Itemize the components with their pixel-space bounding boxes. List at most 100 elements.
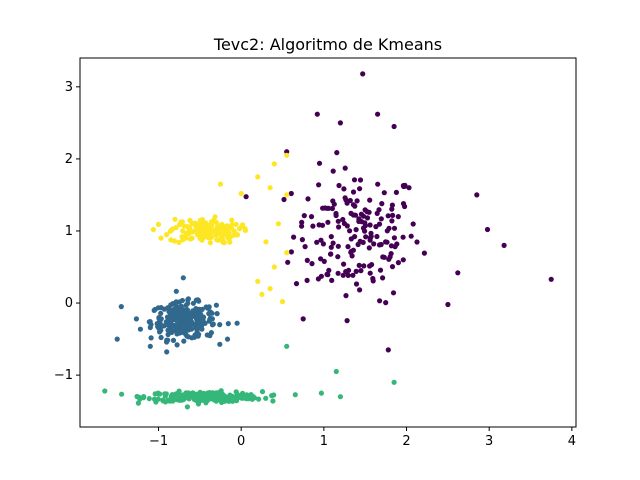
- data-point: [400, 257, 406, 263]
- data-point: [206, 226, 212, 233]
- data-point: [367, 270, 373, 276]
- data-point: [326, 267, 332, 273]
- y-axis: −1 0 1 2 3: [54, 80, 80, 383]
- data-point: [220, 239, 226, 245]
- data-point: [328, 244, 334, 250]
- data-point: [333, 368, 339, 375]
- data-point: [366, 245, 372, 251]
- y-tick-label: −1: [54, 368, 73, 383]
- data-point: [196, 298, 202, 304]
- data-point: [168, 237, 174, 243]
- data-point: [186, 225, 192, 231]
- data-point: [318, 390, 324, 396]
- data-point: [344, 318, 350, 324]
- data-point: [343, 293, 349, 299]
- data-point: [170, 337, 177, 343]
- data-point: [178, 321, 184, 327]
- data-point: [353, 268, 359, 274]
- data-point: [206, 393, 212, 399]
- data-point: [345, 244, 351, 250]
- data-point: [335, 254, 341, 260]
- data-point: [389, 264, 396, 270]
- data-point: [384, 239, 390, 245]
- data-point: [217, 181, 224, 187]
- data-point: [316, 160, 323, 166]
- data-point: [330, 168, 336, 174]
- data-point: [363, 234, 369, 240]
- data-point: [318, 256, 324, 262]
- data-point: [334, 150, 340, 156]
- data-point: [173, 288, 179, 294]
- data-point: [173, 299, 179, 305]
- data-point: [196, 394, 202, 400]
- data-point: [233, 221, 239, 227]
- data-point: [300, 316, 306, 322]
- data-point: [385, 347, 391, 353]
- data-point: [177, 396, 183, 402]
- data-point: [118, 304, 124, 310]
- data-point: [229, 217, 235, 223]
- data-point: [168, 327, 175, 333]
- data-point: [196, 311, 202, 317]
- data-point: [345, 272, 351, 278]
- data-point: [350, 272, 356, 278]
- data-point: [146, 396, 152, 402]
- data-point: [305, 196, 311, 202]
- data-point: [353, 281, 360, 287]
- data-point: [197, 217, 203, 223]
- data-point: [376, 242, 383, 248]
- data-point: [389, 206, 395, 212]
- data-point: [284, 192, 290, 198]
- data-point: [293, 281, 300, 287]
- data-point: [165, 331, 171, 338]
- y-tick-label: 2: [65, 152, 73, 167]
- data-point: [301, 213, 307, 219]
- data-point: [119, 391, 125, 397]
- data-point: [302, 244, 308, 250]
- data-point: [203, 400, 209, 406]
- x-tick-label: 2: [402, 434, 410, 449]
- data-point: [356, 216, 362, 222]
- data-point: [370, 275, 376, 282]
- data-point: [378, 216, 384, 222]
- data-point: [181, 325, 188, 331]
- data-point: [170, 307, 176, 313]
- data-point: [352, 212, 359, 218]
- data-point: [291, 234, 297, 240]
- data-point: [368, 233, 374, 239]
- data-point: [180, 228, 186, 234]
- data-point: [164, 232, 170, 238]
- data-point: [168, 321, 174, 327]
- x-axis: −1 0 1 2 3 4: [149, 427, 576, 449]
- data-point: [206, 311, 212, 317]
- data-point: [391, 123, 397, 130]
- data-point: [342, 165, 348, 171]
- data-point: [209, 316, 215, 322]
- data-point: [114, 336, 120, 342]
- data-point: [501, 242, 507, 248]
- data-point: [158, 235, 164, 241]
- data-point: [214, 311, 220, 317]
- data-point: [310, 223, 316, 229]
- data-point: [155, 391, 161, 397]
- data-point: [389, 218, 395, 224]
- data-point: [217, 231, 223, 237]
- data-point: [379, 201, 385, 207]
- data-point: [358, 268, 364, 274]
- data-point: [223, 227, 229, 233]
- data-point: [375, 111, 381, 117]
- data-point: [224, 336, 231, 342]
- data-point: [267, 185, 273, 191]
- data-point: [391, 225, 398, 231]
- data-point: [292, 392, 298, 398]
- data-point: [357, 186, 363, 192]
- data-point: [140, 395, 147, 401]
- data-point: [137, 326, 143, 332]
- data-point: [321, 258, 327, 264]
- data-point: [195, 321, 201, 327]
- x-tick-label: 0: [237, 434, 245, 449]
- data-point: [259, 291, 265, 297]
- data-point: [308, 214, 315, 220]
- data-point: [351, 177, 358, 183]
- data-point: [395, 214, 401, 220]
